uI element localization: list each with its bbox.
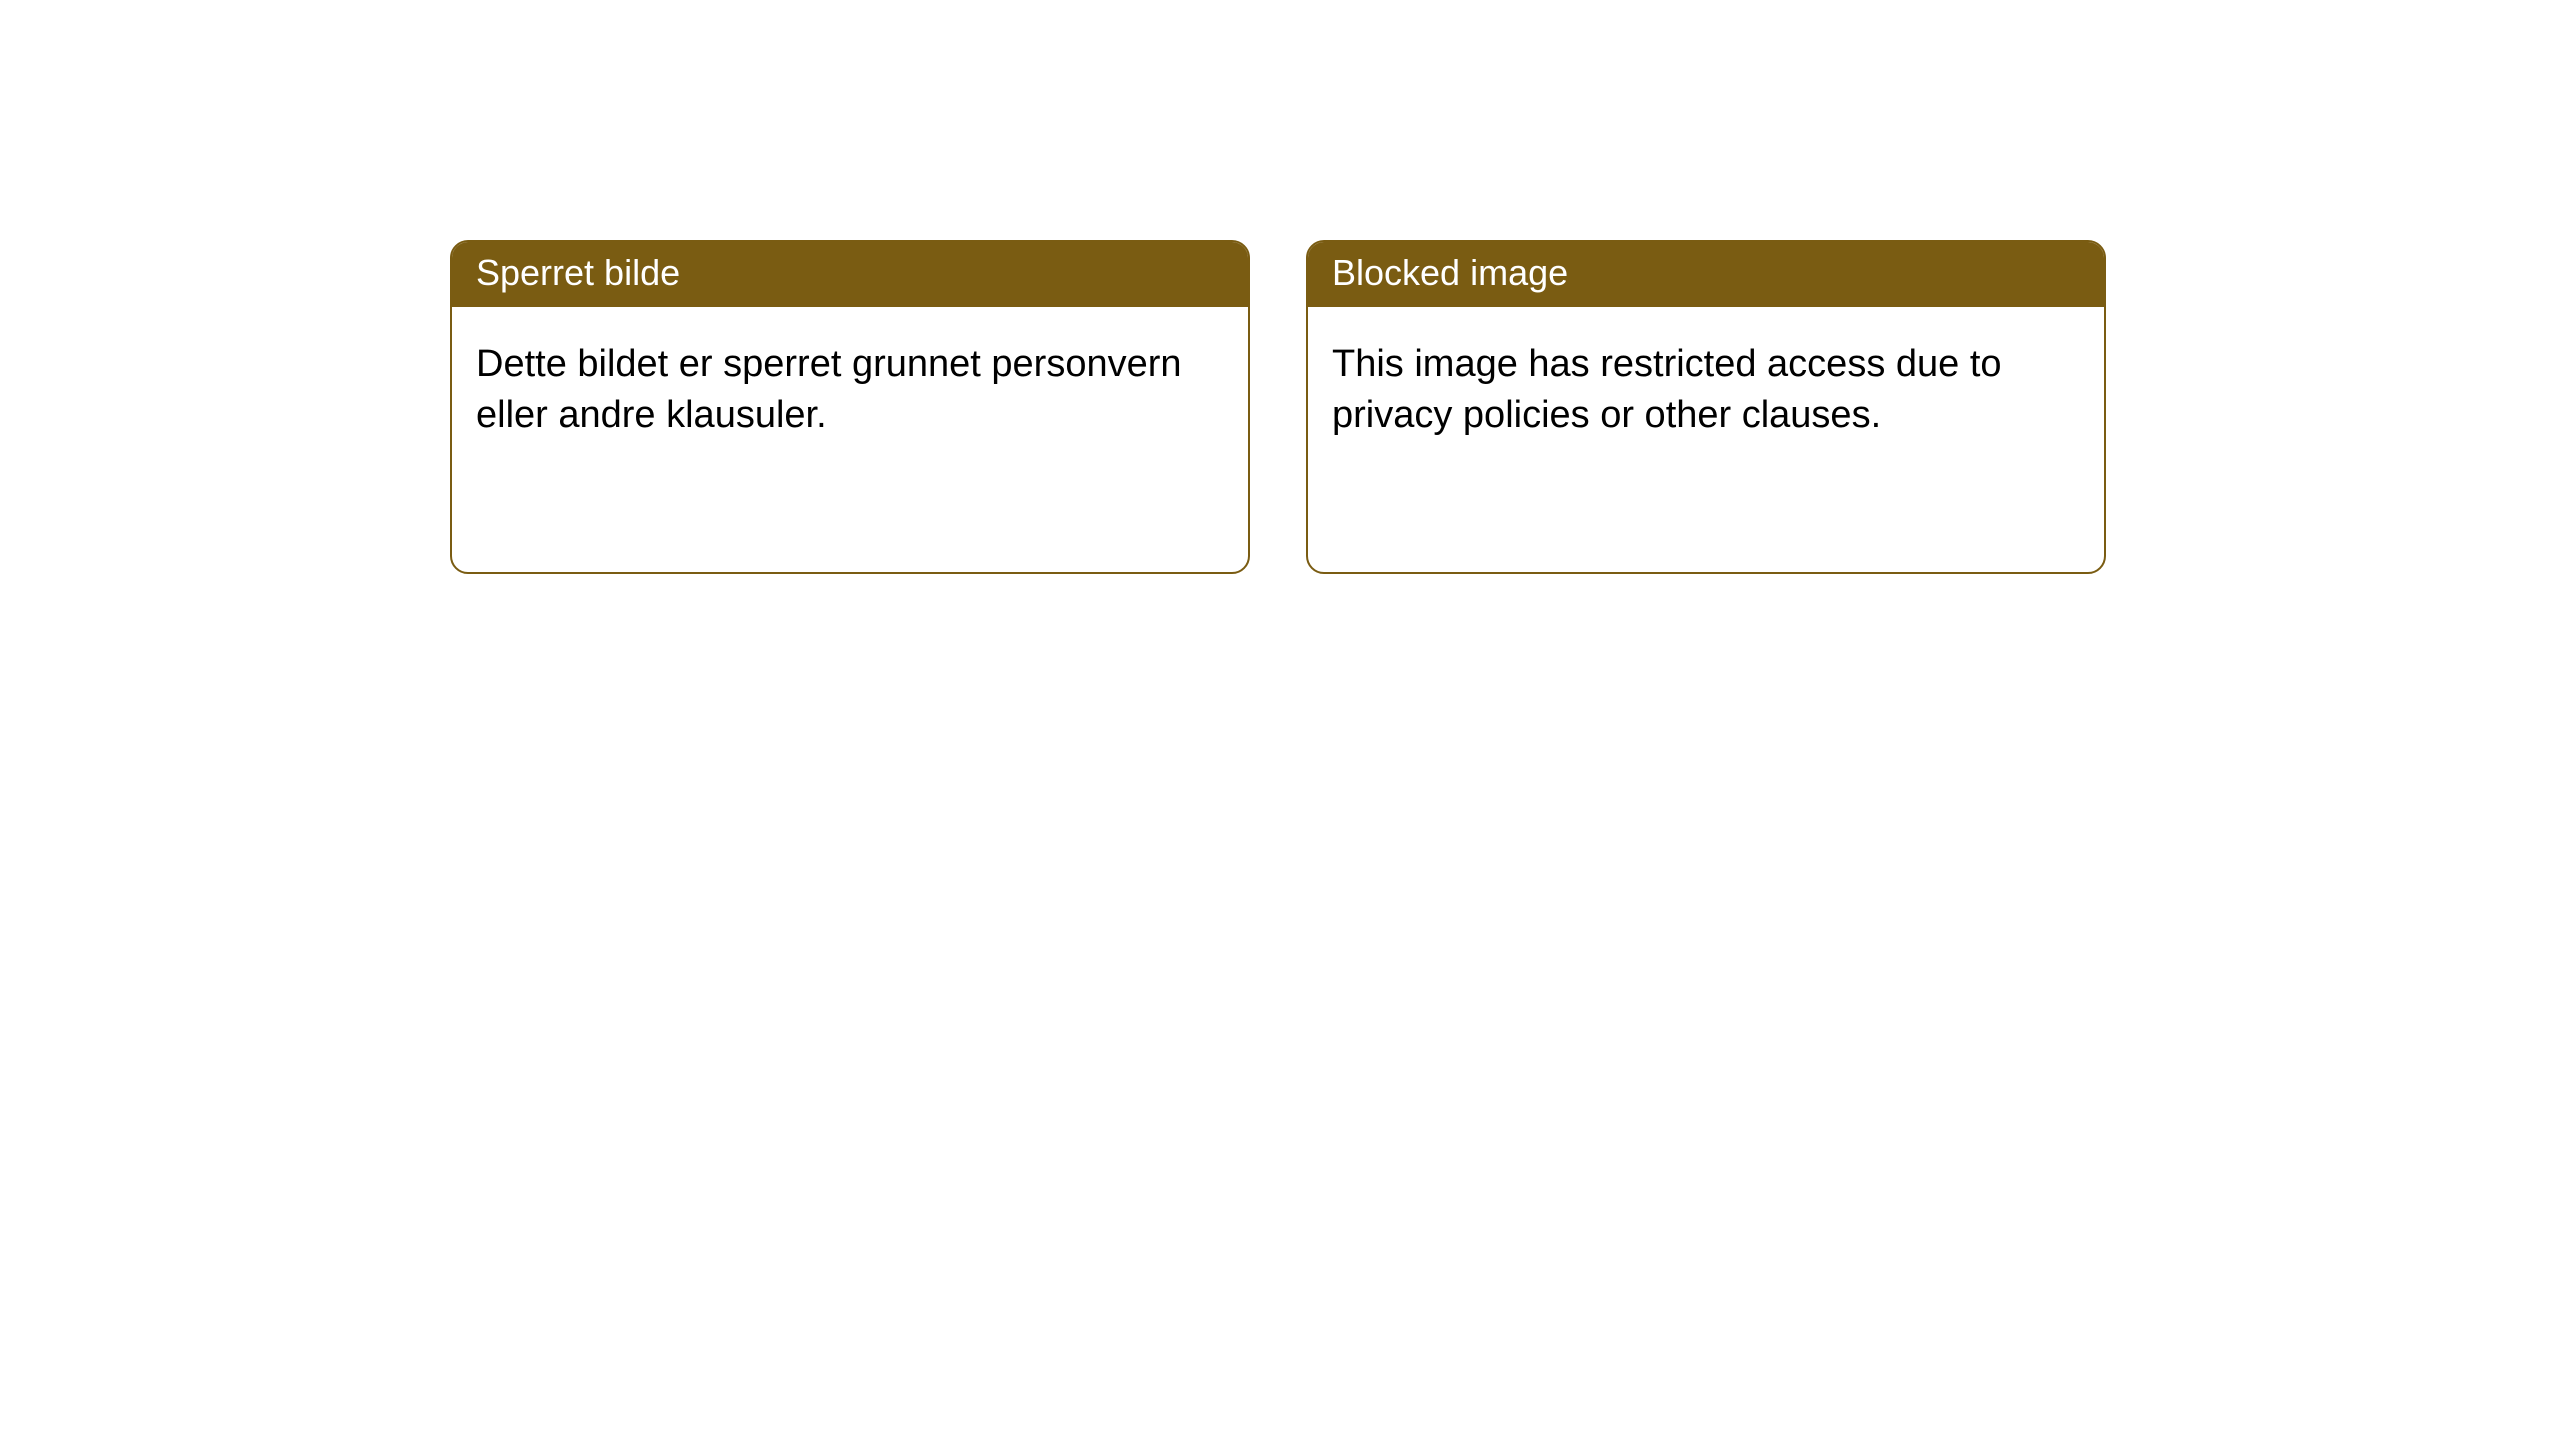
notice-body-no: Dette bildet er sperret grunnet personve… bbox=[452, 307, 1248, 474]
notice-container: Sperret bilde Dette bildet er sperret gr… bbox=[0, 0, 2560, 574]
notice-title-en: Blocked image bbox=[1308, 242, 2104, 307]
notice-card-en: Blocked image This image has restricted … bbox=[1306, 240, 2106, 574]
notice-body-en: This image has restricted access due to … bbox=[1308, 307, 2104, 474]
notice-card-no: Sperret bilde Dette bildet er sperret gr… bbox=[450, 240, 1250, 574]
notice-title-no: Sperret bilde bbox=[452, 242, 1248, 307]
